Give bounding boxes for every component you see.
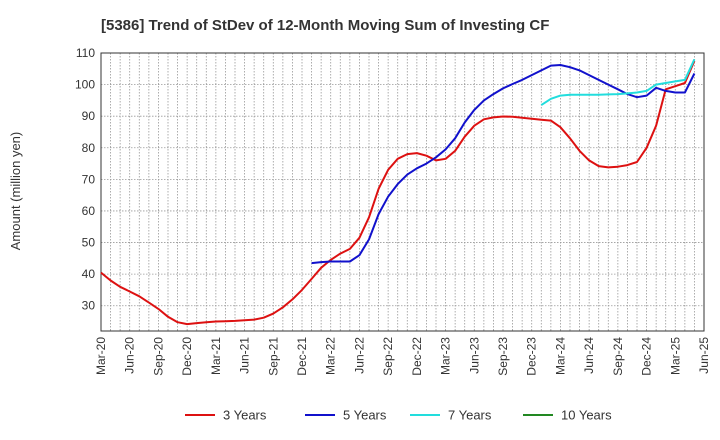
x-tick-label: Dec-24 <box>640 337 654 376</box>
series-line-3-years <box>100 60 696 326</box>
y-tick-label: 60 <box>82 204 96 218</box>
x-tick-label: Jun-20 <box>123 337 137 374</box>
x-tick-label: Dec-20 <box>180 337 194 376</box>
y-tick-label: 90 <box>82 109 96 123</box>
legend-label: 7 Years <box>448 408 492 423</box>
plot-background <box>101 53 704 331</box>
plot-frame <box>100 52 705 332</box>
y-tick-label: 40 <box>82 267 96 281</box>
x-tick-label: Jun-21 <box>238 337 252 374</box>
x-tick-label: Sep-20 <box>151 337 165 376</box>
chart-title: [5386] Trend of StDev of 12-Month Moving… <box>101 17 549 34</box>
x-tick-label: Dec-22 <box>410 337 424 376</box>
x-tick-label: Sep-24 <box>611 337 625 376</box>
x-tick-label: Sep-23 <box>496 337 510 376</box>
x-tick-label: Jun-25 <box>697 337 711 374</box>
legend: 3 Years 5 Years 7 Years 10 Years <box>185 408 612 423</box>
x-tick-label: Dec-23 <box>525 337 539 376</box>
y-axis-label: Amount (million yen) <box>8 132 23 251</box>
x-tick-label: Mar-24 <box>553 337 567 375</box>
legend-label: 10 Years <box>561 408 612 423</box>
x-tick-label: Mar-22 <box>324 337 338 375</box>
y-tick-label: 50 <box>82 236 96 250</box>
x-tick-label: Jun-22 <box>352 337 366 374</box>
y-tick-label: 30 <box>82 299 96 313</box>
y-tick-label: 80 <box>82 141 96 155</box>
x-tick-label: Dec-21 <box>295 337 309 376</box>
y-tick-label: 110 <box>76 46 95 60</box>
x-tick-label: Mar-23 <box>439 337 453 375</box>
plot-area: 30 40 50 60 70 80 90 100 110 Mar-20 Jun-20 Sep-20 De… <box>75 46 711 376</box>
legend-label: 5 Years <box>343 408 387 423</box>
legend-label: 3 Years <box>223 408 267 423</box>
x-tick-label: Mar-25 <box>668 337 682 375</box>
x-tick-label: Mar-21 <box>209 337 223 375</box>
x-tick-label: Mar-20 <box>94 337 108 375</box>
y-tick-label: 100 <box>75 78 95 92</box>
x-tick-label: Sep-21 <box>266 337 280 376</box>
y-tick-label: 70 <box>82 172 96 186</box>
x-tick-label: Sep-22 <box>381 337 395 376</box>
x-tick-label: Jun-24 <box>582 337 596 374</box>
series-line-5-years <box>311 64 696 265</box>
x-tick-label: Jun-23 <box>467 337 481 374</box>
series-line-7-years <box>540 58 696 106</box>
